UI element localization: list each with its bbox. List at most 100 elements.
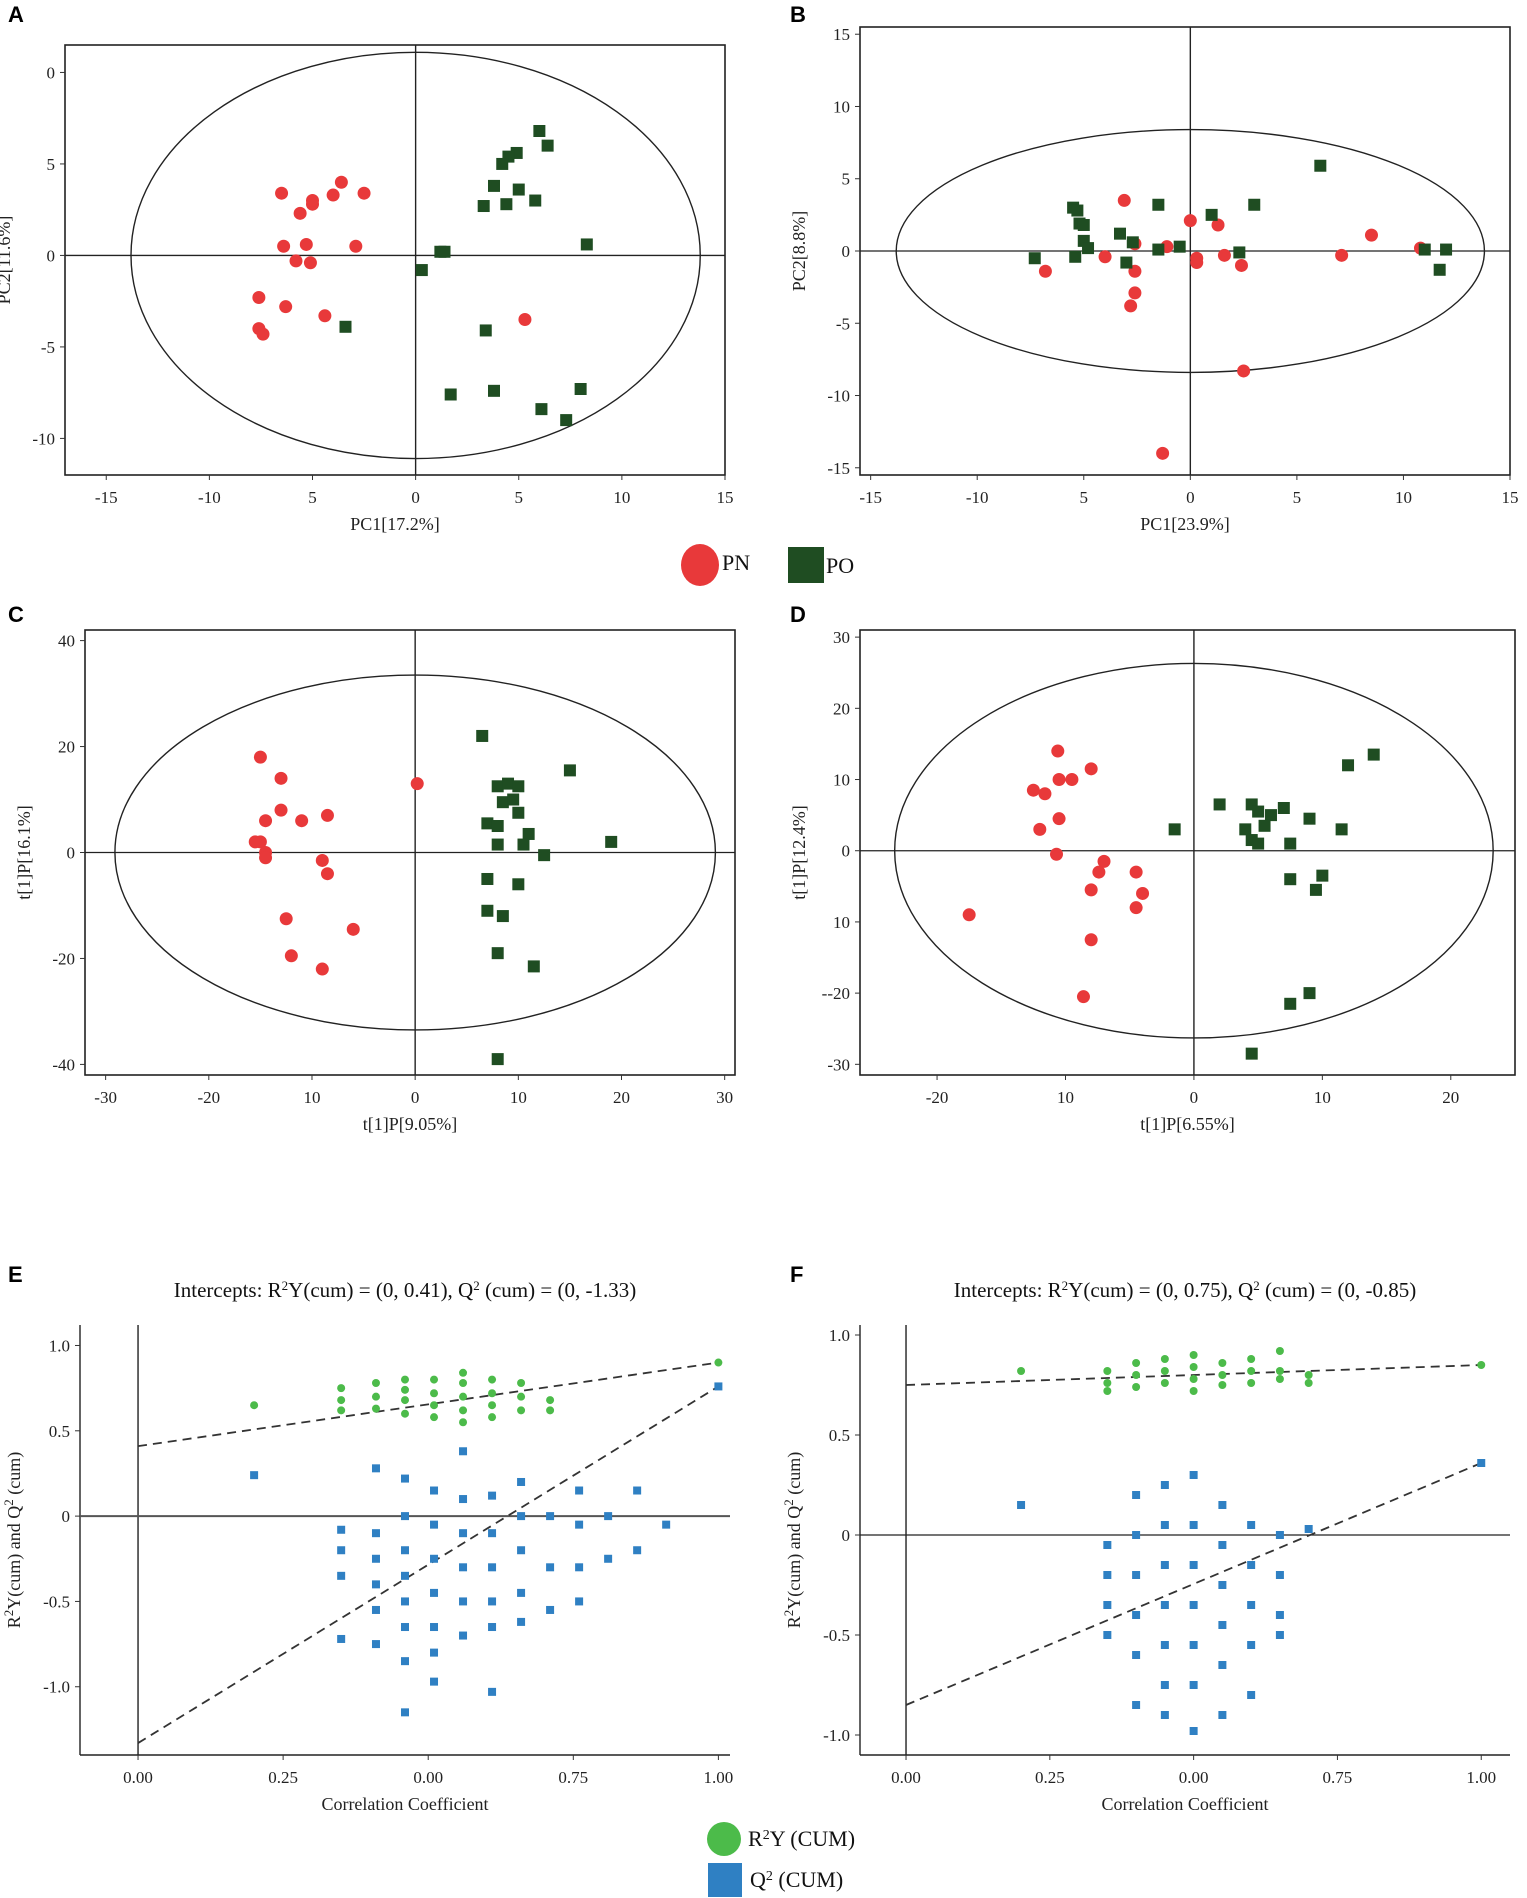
legend-pn-label: PN — [722, 550, 750, 575]
y-tick-label: 15 — [833, 25, 850, 44]
point-po — [438, 245, 451, 258]
point-r2y — [371, 1404, 380, 1413]
point-pn — [357, 186, 371, 200]
point-q2 — [1103, 1631, 1112, 1639]
panel-letter: E — [8, 1262, 23, 1287]
point-q2 — [1218, 1621, 1227, 1629]
x-tick-label: -10 — [198, 488, 221, 507]
point-po — [1418, 243, 1431, 256]
point-r2y — [1132, 1359, 1141, 1367]
legend-q2-marker — [708, 1863, 742, 1897]
point-pn — [1335, 248, 1349, 262]
point-pn — [293, 206, 307, 220]
x-tick-label: 10 — [1395, 488, 1412, 507]
point-q2 — [401, 1571, 409, 1580]
point-q2 — [488, 1623, 497, 1632]
x-axis-label: PC1[23.9%] — [1140, 514, 1230, 534]
x-tick-label: 20 — [1442, 1088, 1459, 1107]
y-tick-label: 10 — [833, 97, 850, 116]
x-tick-label: -20 — [926, 1088, 949, 1107]
y-tick-label: -20 — [52, 949, 75, 968]
point-pn — [1033, 822, 1047, 836]
hotelling-ellipse — [895, 128, 1486, 374]
point-q2 — [1103, 1601, 1112, 1609]
point-po — [1303, 987, 1316, 1000]
point-pn — [1129, 865, 1143, 879]
point-po — [512, 806, 525, 819]
point-pn — [259, 814, 273, 828]
point-pn — [349, 239, 363, 253]
y-tick-label: -10 — [32, 429, 55, 448]
point-r2y — [488, 1413, 497, 1422]
point-r2y — [546, 1396, 555, 1405]
point-q2 — [1160, 1641, 1169, 1649]
point-r2y — [337, 1384, 346, 1393]
point-po — [1309, 883, 1322, 896]
point-r2y — [430, 1389, 439, 1398]
panel-letter: C — [8, 602, 24, 627]
point-pn — [289, 254, 303, 268]
y-tick-label: 20 — [833, 699, 850, 718]
point-po — [1433, 263, 1446, 276]
y-tick-label: 1.0 — [49, 1336, 70, 1355]
point-po — [1071, 204, 1084, 217]
point-r2y — [517, 1379, 526, 1388]
point-pn — [962, 908, 976, 922]
point-r2y — [517, 1392, 526, 1401]
point-q2 — [1132, 1651, 1141, 1659]
point-pn — [303, 256, 317, 270]
point-pn — [410, 777, 424, 791]
point-r2y — [517, 1406, 526, 1415]
point-po — [563, 764, 576, 777]
point-q2 — [371, 1605, 380, 1614]
point-po — [477, 200, 490, 213]
point-q2 — [662, 1520, 671, 1529]
point-r2y — [488, 1389, 497, 1398]
point-q2 — [1218, 1711, 1227, 1719]
point-pn — [1092, 865, 1106, 879]
y-tick-label: 0 — [62, 1507, 71, 1526]
x-tick-label: 1.00 — [1466, 1768, 1496, 1787]
point-q2 — [517, 1617, 526, 1626]
point-q2 — [1160, 1521, 1169, 1529]
point-pn — [253, 750, 267, 764]
point-r2y — [401, 1409, 409, 1418]
point-r2y — [714, 1358, 723, 1367]
point-q2 — [1132, 1571, 1141, 1579]
point-r2y — [1189, 1375, 1198, 1383]
y-tick-label: -0.5 — [43, 1592, 70, 1611]
chart-title: Intercepts: R2Y(cum) = (0, 0.75), Q2 (cu… — [954, 1278, 1416, 1303]
point-po — [517, 838, 530, 851]
point-q2 — [401, 1657, 409, 1666]
panel-letter: B — [790, 2, 806, 27]
point-po — [488, 384, 500, 397]
legend-po-marker — [788, 547, 824, 583]
point-r2y — [1160, 1379, 1169, 1387]
point-po — [1303, 812, 1316, 825]
point-po — [1152, 198, 1165, 211]
x-tick-label: 0.75 — [558, 1768, 588, 1787]
x-tick-label: -15 — [95, 488, 118, 507]
point-r2y — [430, 1413, 439, 1422]
point-r2y — [337, 1406, 346, 1415]
y-tick-label: -5 — [836, 314, 850, 333]
point-r2y — [250, 1401, 259, 1410]
point-r2y — [401, 1385, 409, 1394]
point-pn — [275, 186, 289, 200]
point-q2 — [604, 1554, 613, 1563]
y-axis-label: R2Y(cum) and Q2 (cum) — [1, 1452, 26, 1628]
y-tick-label: 0 — [47, 246, 56, 265]
point-r2y — [459, 1368, 468, 1377]
point-po — [1367, 748, 1380, 761]
point-q2 — [430, 1486, 439, 1495]
x-tick-label: 5 — [308, 488, 317, 507]
x-tick-label: -10 — [966, 488, 989, 507]
point-q2 — [604, 1512, 613, 1521]
point-po — [488, 179, 500, 192]
y-axis-label: t[1]P[16.1%] — [14, 805, 34, 899]
x-tick-label: 0 — [1190, 1088, 1199, 1107]
point-q2 — [337, 1546, 346, 1555]
point-q2 — [633, 1546, 642, 1555]
point-q2 — [459, 1495, 468, 1504]
point-q2 — [488, 1597, 497, 1606]
